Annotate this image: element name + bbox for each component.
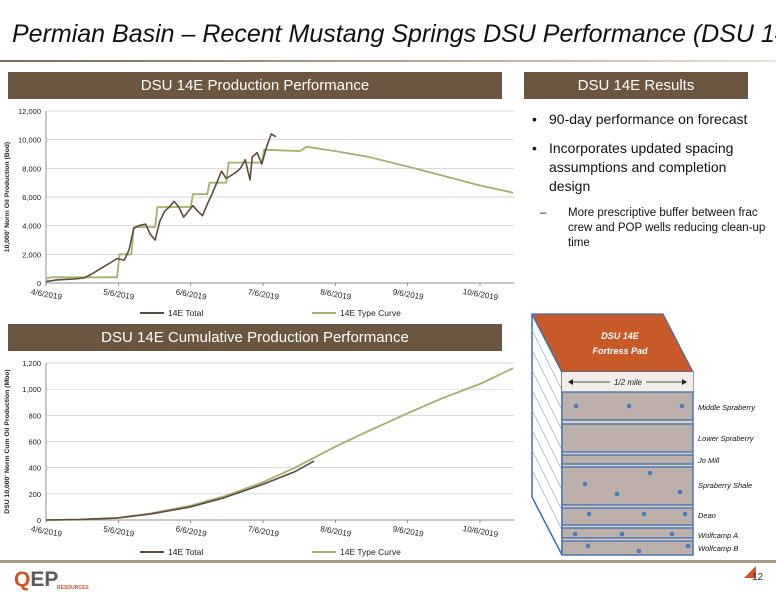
y-tick-label: 4,000 [22,222,41,231]
y-axis-label: 10,000' Norm Oil Production (Bod) [4,142,11,252]
x-tick-label: 10/6/2019 [462,524,499,539]
results-list: • 90-day performance on forecast • Incorpo… [532,110,768,251]
production-chart-header: DSU 14E Production Performance [8,72,502,99]
cumulative-chart-header: DSU 14E Cumulative Production Performanc… [8,324,502,351]
x-tick-label: 5/6/2019 [103,524,136,538]
width-label: 1/2 mile [614,378,643,387]
x-tick-label: 5/6/2019 [103,287,136,301]
y-tick-label: 200 [28,490,41,499]
series-line-total [45,460,315,521]
results-header: DSU 14E Results [524,72,748,99]
results-bullet: • 90-day performance on forecast [532,111,748,127]
legend-label: 14E Type Curve [340,547,401,557]
corner-accent [744,566,756,578]
layer-label: Lower Spraberry [698,434,755,443]
y-tick-label: 6,000 [22,193,41,202]
x-tick-label: 8/6/2019 [320,524,353,538]
title-divider [0,60,776,64]
layer-label: Wolfcamp A [698,531,738,540]
y-tick-label: 800 [28,411,41,420]
x-tick-label: 6/6/2019 [175,524,208,538]
y-tick-label: 400 [28,464,41,473]
y-tick-label: 12,000 [18,107,41,116]
series-line-type-curve [45,367,514,521]
logo-subtext: RESOURCES [57,585,89,591]
x-tick-label: 6/6/2019 [175,287,208,301]
series-line-type-curve [45,145,514,280]
legend-label: 14E Total [168,308,203,318]
legend-label: 14E Type Curve [340,308,401,318]
pad-subtitle: Fortress Pad [592,346,648,356]
x-tick-label: 4/6/2019 [30,524,63,538]
y-tick-label: 8,000 [22,164,41,173]
company-logo: QEP [14,568,59,591]
layer-label: Spraberry Shale [698,481,752,490]
x-tick-label: 7/6/2019 [247,287,280,301]
layer-spraberry-shale [561,466,694,506]
layer-label: Dean [698,511,716,520]
layer-label: Jo Mill [697,456,720,465]
x-tick-label: 9/6/2019 [392,287,425,301]
y-tick-label: 10,000 [18,136,41,145]
y-tick-label: 600 [28,438,41,447]
x-tick-label: 8/6/2019 [320,287,353,301]
series-line-total [45,133,277,283]
layer-wolfcamp-b [561,540,694,556]
layer-label: Middle Spraberry [698,403,756,412]
y-tick-label: 1,000 [22,385,41,394]
footer-divider [0,560,776,563]
formation-diagram: DSU 14E Fortress Pad 1/2 mile Middle Spr… [531,313,756,556]
layer-middle-spraberry [561,391,694,421]
y-tick-label: 2,000 [22,250,41,259]
results-bullet: • Incorporates updated spacing assumption… [532,140,734,194]
x-tick-label: 4/6/2019 [30,287,63,301]
layer-dean [561,507,694,526]
page-title: Permian Basin – Recent Mustang Springs D… [12,20,776,48]
x-tick-label: 10/6/2019 [462,287,499,302]
layer-lower-spraberry [561,423,694,453]
y-tick-label: 0 [37,516,41,525]
production-chart: 0 2,000 4,000 6,000 8,000 10,000 12,000 4/6/201… [4,107,514,318]
layer-wolfcamp-a [561,527,694,539]
results-sub-bullet: – More prescriptive buffer between frac c… [540,207,766,249]
y-tick-label: 1,200 [22,359,41,368]
page-number: 12 [752,572,764,583]
legend-label: 14E Total [168,547,203,557]
y-axis-label: DSU 10,000' Norm Cum Oil Production (Mbo… [4,369,11,513]
layer-label: Wolfcamp B [698,544,738,553]
y-tick-label: 0 [37,279,41,288]
x-tick-label: 9/6/2019 [392,524,425,538]
pad-title: DSU 14E [601,331,640,341]
x-tick-label: 7/6/2019 [247,524,280,538]
layer-jo-mill [561,454,694,465]
cumulative-chart: 0 200 400 600 800 1,000 1,200 4/6/2019 5/6/2019 6… [4,359,514,557]
